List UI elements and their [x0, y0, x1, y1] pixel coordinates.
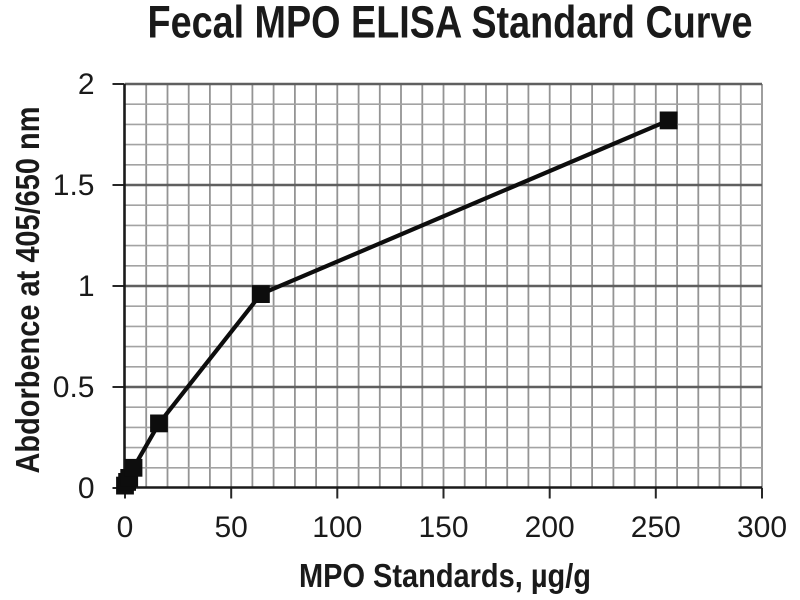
svg-text:50: 50 [215, 511, 248, 544]
svg-text:100: 100 [312, 511, 362, 544]
svg-text:1.5: 1.5 [53, 169, 95, 202]
svg-text:1: 1 [78, 270, 95, 303]
svg-text:0.5: 0.5 [53, 371, 95, 404]
svg-text:0: 0 [117, 511, 134, 544]
svg-text:0: 0 [78, 472, 95, 505]
svg-text:Abdorbence at 405/650 nm: Abdorbence at 405/650 nm [9, 107, 46, 474]
svg-text:250: 250 [631, 511, 681, 544]
svg-text:Fecal MPO ELISA Standard Curve: Fecal MPO ELISA Standard Curve [148, 0, 753, 48]
svg-text:MPO Standards, µg/g: MPO Standards, µg/g [299, 557, 591, 594]
svg-text:200: 200 [525, 511, 575, 544]
svg-text:300: 300 [737, 511, 787, 544]
svg-text:2: 2 [78, 68, 95, 101]
svg-text:150: 150 [418, 511, 468, 544]
